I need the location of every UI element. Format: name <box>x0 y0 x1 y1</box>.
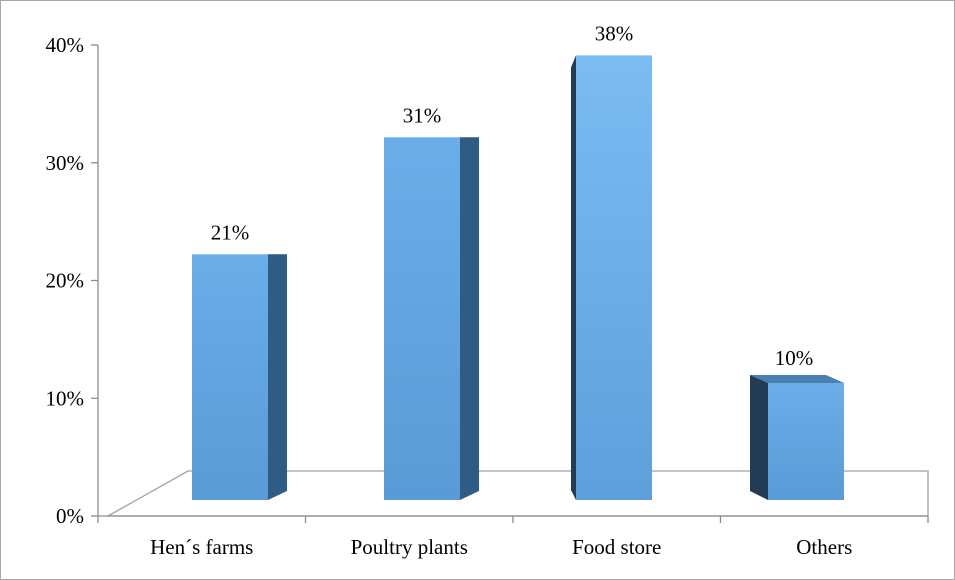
x-category-label: Food store <box>572 535 661 559</box>
bar-side-face <box>571 55 576 501</box>
bar-top-face <box>750 375 844 383</box>
bar-front-face <box>576 55 652 501</box>
bar-side-face <box>268 254 287 500</box>
x-axis: Hen´s farms Poultry plants Food store Other… <box>97 515 929 559</box>
bar-side-face <box>460 137 479 501</box>
bar-front-face <box>768 383 844 500</box>
y-tick-label: 0% <box>56 504 84 528</box>
bar-front-face <box>384 137 460 501</box>
y-tick-label: 20% <box>46 269 85 293</box>
bar-front-face <box>192 254 268 500</box>
bar-1 <box>192 254 287 500</box>
bar-data-label: 31% <box>403 103 442 127</box>
y-tick-label: 40% <box>46 33 85 57</box>
bar-3 <box>571 55 652 501</box>
bar-2 <box>384 137 479 501</box>
bar-side-face <box>750 375 768 500</box>
y-tick-label: 10% <box>46 386 85 410</box>
y-tick-label: 30% <box>46 151 85 175</box>
x-category-label: Others <box>796 535 852 559</box>
y-axis: 0% 10% 20% 30% 40% <box>46 33 99 528</box>
bars <box>192 55 844 501</box>
bar-4 <box>750 375 844 500</box>
bar-data-label: 38% <box>595 21 634 45</box>
x-category-label: Hen´s farms <box>150 535 253 559</box>
data-labels: 21% 31% 38% 10% <box>211 21 814 370</box>
bar-data-label: 21% <box>211 220 250 244</box>
x-category-label: Poultry plants <box>351 535 468 559</box>
bar-data-label: 10% <box>775 346 814 370</box>
